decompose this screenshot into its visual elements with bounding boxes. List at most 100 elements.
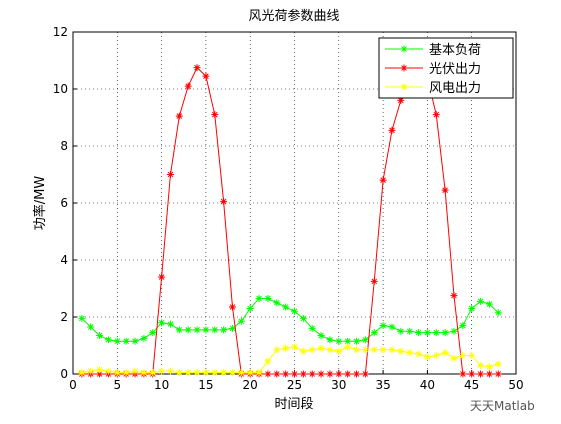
- legend-label: 基本负荷: [429, 43, 481, 58]
- data-point: [228, 324, 236, 332]
- x-axis-label: 时间段: [274, 397, 313, 412]
- data-point: [299, 370, 307, 378]
- data-point: [308, 370, 316, 378]
- data-point: [459, 370, 467, 378]
- y-tick-label: 0: [60, 367, 68, 381]
- data-point: [361, 336, 369, 344]
- data-point: [246, 304, 254, 312]
- data-point: [494, 370, 502, 378]
- data-point: [140, 369, 148, 377]
- data-point: [468, 351, 476, 359]
- data-point: [193, 326, 201, 334]
- y-axis-label: 功率/MW: [32, 176, 48, 231]
- data-point: [96, 366, 104, 374]
- x-tick-label: 35: [375, 378, 390, 392]
- data-point: [415, 329, 423, 337]
- data-point: [432, 351, 440, 359]
- data-point: [96, 370, 104, 378]
- data-point: [441, 186, 449, 194]
- data-point: [158, 367, 166, 375]
- legend-label: 光伏出力: [429, 62, 481, 77]
- data-point: [335, 347, 343, 355]
- data-point: [175, 112, 183, 120]
- data-point: [477, 297, 485, 305]
- data-point: [308, 324, 316, 332]
- data-point: [450, 354, 458, 362]
- data-point: [450, 327, 458, 335]
- data-point: [326, 346, 334, 354]
- data-point: [131, 367, 139, 375]
- data-point: [494, 309, 502, 317]
- data-point: [379, 176, 387, 184]
- data-point: [353, 337, 361, 345]
- data-point: [379, 322, 387, 330]
- data-point: [299, 347, 307, 355]
- data-point: [388, 323, 396, 331]
- data-point: [370, 346, 378, 354]
- data-point: [166, 367, 174, 375]
- data-point: [255, 369, 263, 377]
- data-point: [104, 336, 112, 344]
- x-tick-label: 15: [198, 378, 213, 392]
- data-point: [202, 369, 210, 377]
- data-point: [140, 334, 148, 342]
- x-tick-label: 50: [508, 378, 523, 392]
- data-point: [87, 367, 95, 375]
- data-point: [264, 357, 272, 365]
- data-point: [175, 326, 183, 334]
- data-point: [397, 347, 405, 355]
- data-point: [193, 369, 201, 377]
- data-point: [184, 369, 192, 377]
- data-point: [423, 329, 431, 337]
- data-point: [122, 369, 130, 377]
- data-point: [255, 294, 263, 302]
- legend-marker: [400, 83, 408, 91]
- data-point: [131, 337, 139, 345]
- data-point: [299, 314, 307, 322]
- data-point: [308, 346, 316, 354]
- data-point: [282, 303, 290, 311]
- data-point: [353, 346, 361, 354]
- y-tick-label: 4: [60, 253, 68, 267]
- data-point: [353, 370, 361, 378]
- data-point: [87, 323, 95, 331]
- data-point: [388, 346, 396, 354]
- y-tick-label: 8: [60, 139, 68, 153]
- data-point: [184, 82, 192, 90]
- x-tick-label: 10: [154, 378, 169, 392]
- data-point: [432, 111, 440, 119]
- data-point: [370, 277, 378, 285]
- data-point: [175, 369, 183, 377]
- data-point: [220, 326, 228, 334]
- data-point: [211, 111, 219, 119]
- data-point: [379, 346, 387, 354]
- data-point: [158, 319, 166, 327]
- data-point: [228, 369, 236, 377]
- data-point: [104, 367, 112, 375]
- data-point: [423, 353, 431, 361]
- data-point: [166, 320, 174, 328]
- x-tick-label: 5: [113, 378, 121, 392]
- data-point: [388, 126, 396, 134]
- x-tick-label: 30: [331, 378, 346, 392]
- data-point: [344, 343, 352, 351]
- watermark: 天天Matlab: [470, 399, 535, 413]
- y-tick-label: 12: [53, 25, 68, 39]
- data-point: [158, 273, 166, 281]
- data-point: [317, 370, 325, 378]
- data-point: [291, 307, 298, 315]
- x-tick-label: 25: [287, 378, 302, 392]
- data-point: [406, 327, 414, 335]
- data-point: [228, 303, 236, 311]
- data-point: [494, 360, 502, 368]
- data-point: [166, 171, 174, 178]
- data-point: [237, 317, 245, 325]
- data-point: [477, 370, 485, 378]
- data-point: [264, 294, 272, 302]
- data-point: [282, 344, 290, 352]
- data-point: [361, 370, 369, 378]
- data-point: [149, 369, 157, 377]
- data-point: [202, 326, 210, 334]
- data-point: [291, 370, 298, 378]
- data-point: [335, 337, 343, 345]
